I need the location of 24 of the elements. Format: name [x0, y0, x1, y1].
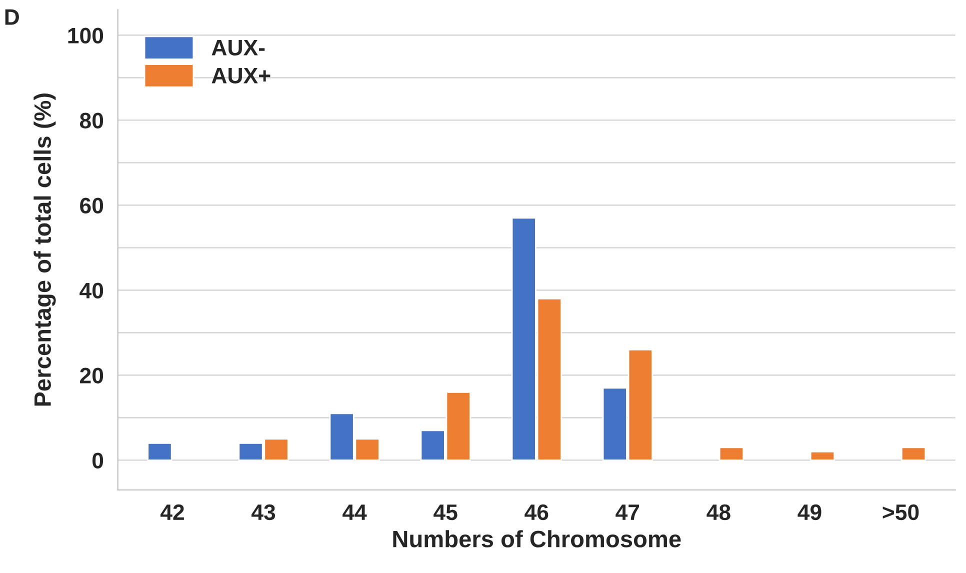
x-tick-label: >50 — [882, 504, 919, 520]
bar — [718, 446, 744, 461]
x-axis-title: Numbers of Chromosome — [393, 530, 681, 548]
y-tick-label: 100 — [68, 28, 104, 44]
x-tick-label: 42 — [160, 504, 184, 520]
x-tick-label: 49 — [798, 504, 822, 520]
x-tick-label: 45 — [434, 504, 458, 520]
legend-label: AUX- — [212, 40, 265, 56]
text: D — [5, 9, 19, 25]
x-tick-label: 48 — [706, 504, 730, 520]
bar — [900, 446, 926, 461]
y-tick-label: 60 — [80, 198, 104, 214]
bar — [810, 450, 836, 461]
legend-label: AUX+ — [212, 68, 270, 84]
y-axis-title: Percentage of total cells (%) — [34, 94, 56, 406]
y-tick-label: 0 — [92, 452, 104, 468]
x-tick-label: 44 — [342, 504, 367, 520]
x-tick-label: 46 — [524, 504, 548, 520]
y-tick-label: 80 — [80, 112, 104, 128]
x-tick-label: 43 — [251, 504, 276, 520]
bar — [147, 442, 172, 461]
y-tick-label: 20 — [80, 368, 104, 384]
x-tick-label: 47 — [616, 504, 640, 520]
y-tick-label: 40 — [80, 282, 104, 298]
